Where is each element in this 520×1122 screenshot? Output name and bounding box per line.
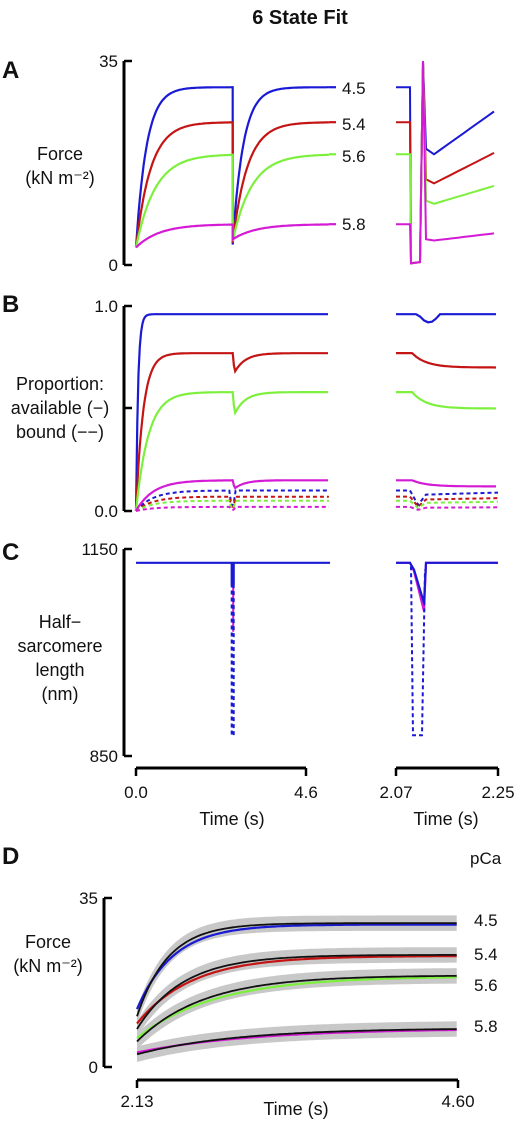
- panel-b-bound-left-5-4: [135, 495, 329, 512]
- panel-d-label-5-6: 5.6: [474, 976, 498, 995]
- left-x-axis-title: Time (s): [199, 809, 264, 829]
- panel-c-ylabel-line-2: sarcomere: [17, 636, 102, 656]
- panel-d-label-5-8: 5.8: [474, 1017, 498, 1036]
- panel-a-ylabel-line-2: (kN m⁻²): [25, 168, 94, 188]
- panel-d-fit-5-8: [136, 1028, 457, 1056]
- panel-a-label-5-6: 5.6: [342, 147, 366, 166]
- panel-a: A Force (kN m⁻²) 35 0 4.5 5.4 5.6 5.8: [2, 52, 495, 275]
- panel-d-ylabel-line-1: Force: [25, 932, 71, 952]
- panel-a-ytick-bottom: 0: [109, 256, 118, 275]
- panel-d-ci-band-5-8: [137, 1021, 457, 1062]
- panel-c-ylabel-line-4: (nm): [42, 684, 79, 704]
- panel-a-ytick-top: 35: [99, 52, 118, 71]
- panel-c-ytick-top: 1150: [81, 540, 118, 559]
- panel-d-ytick-top: 35: [79, 889, 98, 908]
- panel-c-ylabel-line-3: length: [35, 660, 84, 680]
- panel-d-fit-4-5: [136, 922, 457, 1017]
- panel-d-series-labels: 4.5 5.4 5.6 5.8: [474, 911, 498, 1036]
- panel-d-x-axis-title: Time (s): [263, 1099, 328, 1119]
- panel-d-trace-5-6: [136, 976, 457, 1039]
- panel-b-ylabel-line-3: bound (−−): [16, 422, 104, 442]
- panel-a-label-5-4: 5.4: [342, 115, 366, 134]
- panel-a-trace-left-5-6: [134, 153, 329, 248]
- panel-d-traces: [135, 915, 457, 1062]
- panel-b-available-left-5-8: [135, 479, 328, 512]
- right-x-axis-title: Time (s): [413, 809, 478, 829]
- panel-c-trace-left-4-5: [136, 561, 330, 585]
- panel-d-trace-4-5: [135, 923, 457, 1010]
- panel-b-ylabel-line-1: Proportion:: [16, 374, 104, 394]
- panel-d-xtick-end: 4.60: [441, 1092, 474, 1111]
- panel-b-bound-right-5-6: [396, 499, 499, 510]
- panel-letter-b: B: [2, 291, 19, 318]
- panel-b-available-right-5-4: [396, 352, 497, 369]
- panel-b-right-traces: [396, 313, 499, 511]
- panel-d: D pCa Force (kN m⁻²) 35 0 2.13 4.60 Time…: [2, 843, 502, 1119]
- right-x-label-start: 2.07: [379, 783, 412, 802]
- panel-a-ylabel-line-1: Force: [37, 144, 83, 164]
- left-x-label-end: 4.6: [294, 783, 318, 802]
- panel-letter-c: C: [2, 539, 19, 566]
- panel-c-right-traces: [396, 561, 498, 737]
- panel-d-xtick-start: 2.13: [120, 1092, 153, 1111]
- panel-a-label-4-5: 4.5: [342, 79, 366, 98]
- panel-c: C Half− sarcomere length (nm) 1150 850 0…: [2, 539, 515, 829]
- panel-b-bound-left-4-5: [135, 489, 329, 512]
- panel-b-bound-right-5-4: [396, 495, 499, 509]
- panel-a-label-5-8: 5.8: [342, 215, 366, 234]
- panel-b-ytick-bottom: 0.0: [94, 502, 118, 521]
- panel-d-fit-5-6: [136, 974, 457, 1043]
- panel-c-left-traces: [136, 561, 330, 737]
- panel-d-ci-band-5-4: [137, 947, 457, 1037]
- panel-b-left-traces: [134, 313, 329, 512]
- panel-c-release-right-4-5: [410, 566, 426, 737]
- panel-b-available-left-4-5: [134, 313, 328, 512]
- panel-b-bound-right-5-8: [396, 505, 499, 511]
- panel-letter-d: D: [2, 843, 19, 870]
- panel-d-label-4-5: 4.5: [474, 911, 498, 930]
- panel-letter-a: A: [2, 57, 19, 84]
- panel-d-ci-band-5-6: [137, 968, 457, 1050]
- panel-b-bound-right-4-5: [396, 489, 499, 507]
- panel-c-ylabel-line-1: Half−: [39, 612, 82, 632]
- panel-d-legend-header: pCa: [470, 849, 502, 868]
- panel-c-trace-right-4-5: [396, 561, 498, 604]
- panel-b: B Proportion: available (−) bound (−−) 1…: [2, 291, 499, 521]
- figure-title: 6 State Fit: [252, 7, 348, 29]
- panel-a-trace-right-5-8: [396, 60, 495, 265]
- panel-b-available-left-5-4: [134, 351, 328, 512]
- panel-b-ylabel-line-2: available (−): [11, 398, 110, 418]
- panel-d-label-5-4: 5.4: [474, 945, 498, 964]
- panel-a-trace-left-5-8: [135, 223, 329, 249]
- panel-b-available-right-4-5: [396, 313, 496, 324]
- panel-a-right-traces: [396, 60, 495, 265]
- panel-d-fit-5-4: [136, 954, 457, 1030]
- panel-d-ytick-bottom: 0: [89, 1058, 98, 1077]
- panel-a-series-labels: 4.5 5.4 5.6 5.8: [342, 79, 366, 234]
- left-x-label-start: 0.0: [124, 783, 148, 802]
- panel-d-trace-5-4: [136, 955, 457, 1025]
- panel-a-left-traces: [134, 86, 336, 249]
- panel-b-available-left-5-6: [134, 390, 328, 512]
- panel-b-available-right-5-6: [396, 391, 497, 410]
- panel-c-ytick-bottom: 850: [90, 747, 118, 766]
- panel-c-release-left-4-5: [230, 583, 235, 737]
- panel-b-ytick-top: 1.0: [94, 297, 118, 316]
- panel-b-bound-left-5-8: [135, 505, 329, 512]
- right-x-label-end: 2.25: [481, 783, 514, 802]
- panel-d-ylabel-line-2: (kN m⁻²): [13, 956, 82, 976]
- panel-d-ci-band-4-5: [137, 915, 457, 1024]
- panel-b-available-right-5-8: [396, 479, 496, 488]
